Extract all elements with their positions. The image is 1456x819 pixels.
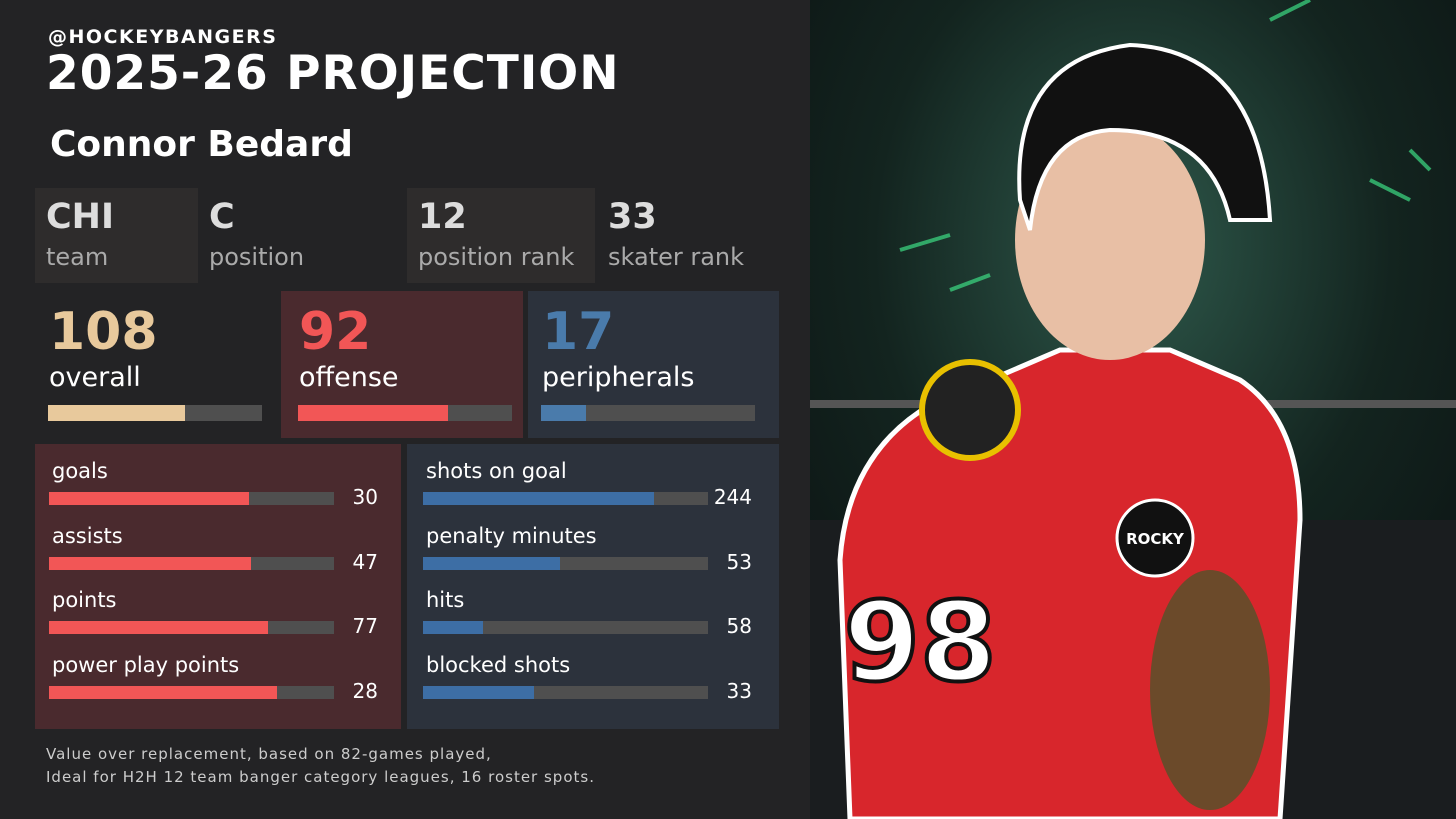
stat-bar-track xyxy=(423,621,708,635)
stat-label: hits xyxy=(426,588,465,613)
info-label: team xyxy=(46,243,109,271)
stat-bar xyxy=(49,492,249,505)
stat-value: 33 xyxy=(726,679,752,704)
stat-label: blocked shots xyxy=(426,653,571,678)
info-label: position rank xyxy=(418,243,575,271)
stat-label: penalty minutes xyxy=(426,523,597,548)
stat-bar xyxy=(49,556,252,570)
player-photo: ROCKY 98 xyxy=(810,0,1456,819)
score-label: offense xyxy=(299,362,399,393)
stat-value: 244 xyxy=(713,485,752,509)
light-streaks xyxy=(899,0,1432,292)
info-label: position xyxy=(209,243,305,271)
info-value: 33 xyxy=(608,197,657,237)
handle: @HOCKEYBANGERS xyxy=(48,26,278,48)
player-name: Connor Bedard xyxy=(50,124,353,165)
score-bar xyxy=(541,405,586,421)
patch-text: ROCKY xyxy=(1126,530,1185,548)
stat-bar xyxy=(423,621,483,635)
score-bar xyxy=(298,405,448,421)
stat-label: assists xyxy=(52,523,123,548)
chest-logo xyxy=(1150,570,1270,810)
patch xyxy=(1115,498,1195,578)
info-label: skater rank xyxy=(608,243,745,271)
helmet xyxy=(1017,42,1273,231)
footnote: Value over replacement, based on 82-game… xyxy=(46,745,492,763)
stats-box xyxy=(35,444,401,729)
title: 2025-26 PROJECTION xyxy=(46,46,620,101)
stat-value: 77 xyxy=(352,614,378,639)
score-label: overall xyxy=(49,362,141,393)
score-bar xyxy=(48,405,185,421)
stat-value: 53 xyxy=(726,549,752,574)
info-value: C xyxy=(209,197,235,237)
stats-box xyxy=(407,444,779,729)
stat-value: 47 xyxy=(352,549,378,574)
stat-bar xyxy=(49,621,269,635)
stat-value: 30 xyxy=(352,485,378,509)
info-box xyxy=(35,188,198,283)
stat-label: power play points xyxy=(52,653,240,678)
stat-bar xyxy=(423,556,560,570)
info-box xyxy=(407,188,595,283)
info-value: CHI xyxy=(46,197,115,237)
stat-value: 28 xyxy=(352,679,378,704)
stat-bar xyxy=(423,492,654,505)
shoulder-logo xyxy=(919,359,1021,461)
jersey-number: 98 xyxy=(843,578,996,706)
stat-label: shots on goal xyxy=(426,459,567,483)
score-value: 17 xyxy=(542,302,615,362)
stat-value: 58 xyxy=(726,614,752,639)
info-value: 12 xyxy=(418,197,467,237)
score-value: 92 xyxy=(299,302,372,362)
stat-label: goals xyxy=(52,459,108,483)
score-bar-track xyxy=(541,405,755,421)
stat-bar xyxy=(423,686,535,700)
stat-bar xyxy=(49,686,277,700)
stats-panel: @HOCKEYBANGERS 2025-26 PROJECTION Connor… xyxy=(35,26,779,786)
stat-label: points xyxy=(52,588,117,613)
score-value: 108 xyxy=(49,302,158,362)
score-label: peripherals xyxy=(542,362,695,393)
footnote: Ideal for H2H 12 team banger category le… xyxy=(46,768,595,786)
face xyxy=(1015,120,1205,360)
